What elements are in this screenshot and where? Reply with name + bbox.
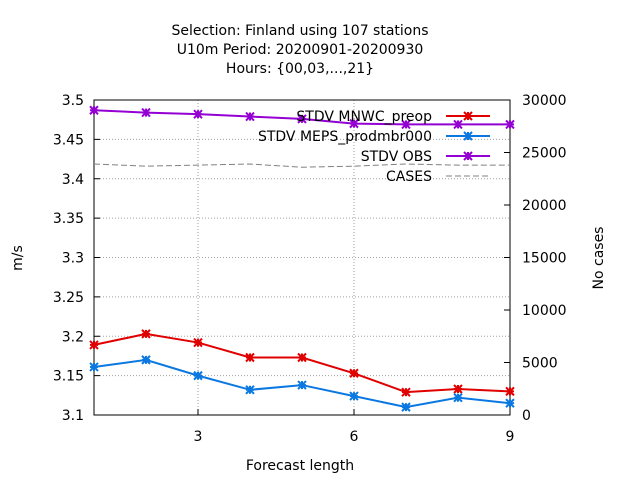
y-tick-label: 3.3 <box>62 251 84 267</box>
series-1-point <box>349 391 359 401</box>
series-0-point <box>349 368 359 378</box>
y2-tick-label: 20000 <box>522 198 567 214</box>
y-tick-label: 3.2 <box>62 329 84 345</box>
series-2-point <box>89 105 99 115</box>
series-line-3 <box>93 163 510 168</box>
y-tick-label: 3.45 <box>53 132 84 148</box>
series-1-point <box>297 380 307 390</box>
y-tick-label: 3.1 <box>62 408 84 424</box>
x-tick-label: 9 <box>506 429 515 445</box>
y2-tick-label: 30000 <box>522 93 567 109</box>
y-tick-label: 3.5 <box>62 93 84 109</box>
series-1-point <box>401 402 411 412</box>
series-0-point <box>89 340 99 350</box>
y-tick-label: 3.35 <box>53 211 84 227</box>
legend-marker-2 <box>463 151 473 161</box>
y-tick-label: 3.4 <box>62 172 84 188</box>
chart-title-line-1: Selection: Finland using 107 stations <box>171 23 428 39</box>
y2-tick-label: 25000 <box>522 146 567 162</box>
legend-marker-1 <box>463 131 473 141</box>
chart-title-line-2: U10m Period: 20200901-20200930 <box>177 42 424 58</box>
series-1-point <box>89 362 99 372</box>
y2-tick-label: 10000 <box>522 303 567 319</box>
series-2-point <box>453 119 463 130</box>
series-2-point <box>245 111 255 122</box>
y2-tick-label: 0 <box>522 408 531 424</box>
series-2-point <box>141 107 151 118</box>
y-axis-label: m/s <box>10 245 26 271</box>
series-2-point <box>401 119 411 130</box>
y2-tick-label: 5000 <box>522 356 558 372</box>
series-0-point <box>505 386 515 397</box>
legend-label-2: STDV OBS <box>361 149 432 165</box>
legend-label-3: CASES <box>386 169 432 185</box>
legend-marker-0 <box>463 111 473 121</box>
x-axis-label: Forecast length <box>246 458 354 474</box>
series-2-point <box>193 109 203 119</box>
series-0-point <box>297 352 307 363</box>
chart-title-line-3: Hours: {00,03,...,21} <box>226 61 374 77</box>
series-1-point <box>193 370 203 381</box>
x-tick-label: 3 <box>194 429 203 445</box>
grid-lines <box>94 100 510 415</box>
series-2-point <box>505 119 515 130</box>
series-0-point <box>193 337 203 348</box>
series-1-point <box>453 392 463 403</box>
series-2-point <box>297 114 307 124</box>
y2-tick-label: 15000 <box>522 251 567 267</box>
legend-label-1: STDV MEPS_prodmbr000 <box>258 129 432 145</box>
y2-axis-label: No cases <box>591 227 607 290</box>
legend-label-0: STDV MNWC_preop <box>296 109 432 125</box>
series-0-point <box>401 387 411 397</box>
series-layer <box>89 105 515 412</box>
series-1-point <box>245 385 255 395</box>
series-1-point <box>505 398 515 408</box>
series-0-point <box>141 329 151 339</box>
y-tick-label: 3.25 <box>53 290 84 306</box>
legend: STDV MNWC_preop STDV MEPS_prodmbr000 STDV … <box>258 109 490 185</box>
series-1-point <box>141 355 151 365</box>
series-0-point <box>453 384 463 394</box>
axes: 3.1 3.15 3.2 3.25 3.3 3.35 3.4 3.45 3.5 0 5000 1000… <box>53 93 567 445</box>
series-0-point <box>245 352 255 363</box>
series-2-point <box>349 118 359 129</box>
y-tick-label: 3.15 <box>53 369 84 385</box>
x-tick-label: 6 <box>350 429 359 445</box>
